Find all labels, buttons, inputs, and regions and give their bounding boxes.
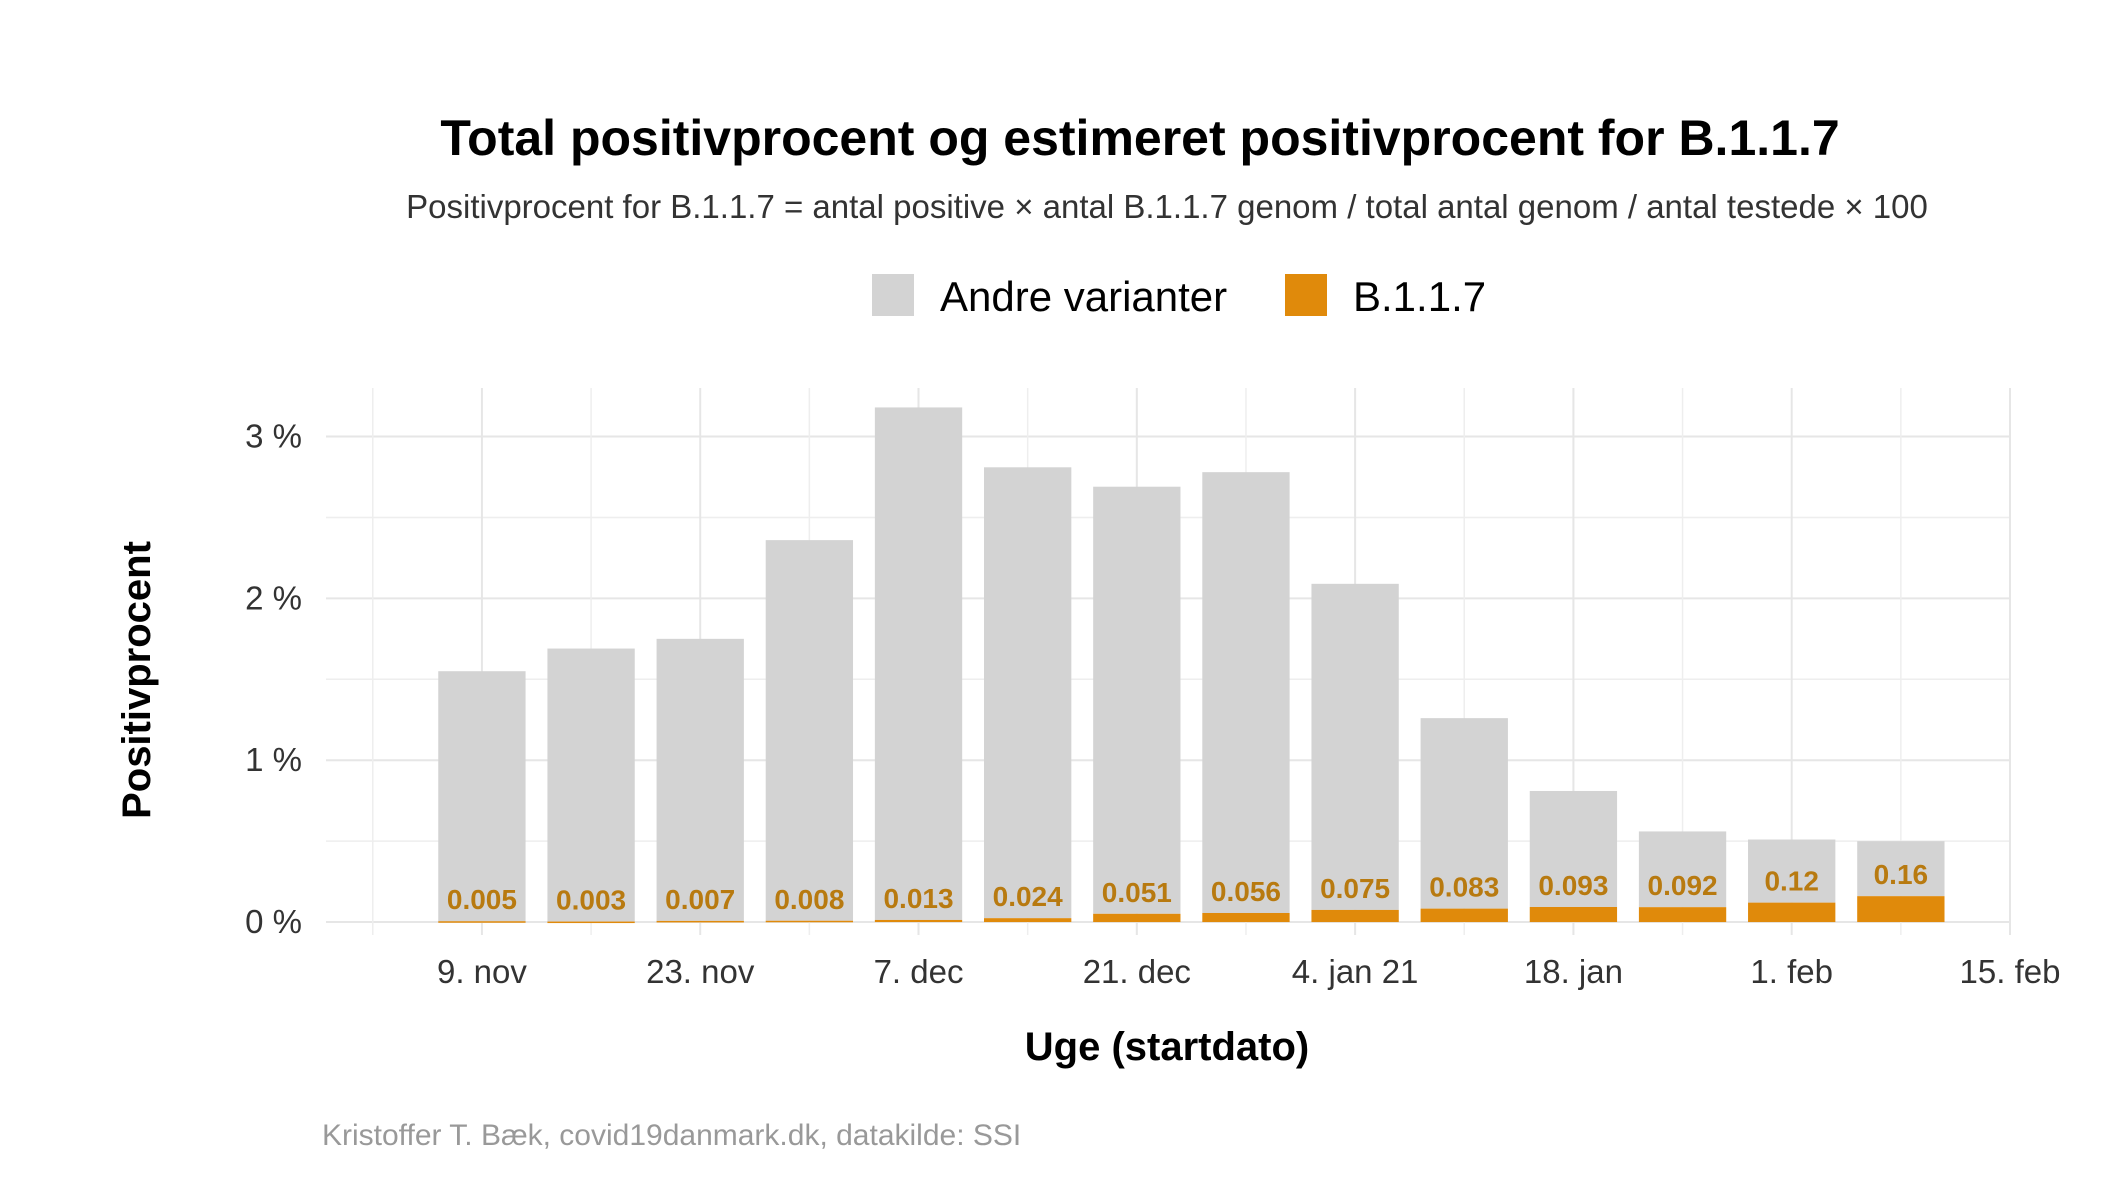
bar-b117: [1857, 896, 1945, 923]
b117-value-label: 0.007: [665, 884, 735, 915]
b117-value-label: 0.024: [993, 881, 1063, 912]
x-tick-label: 9. nov: [437, 953, 527, 990]
bar-b117: [1311, 909, 1399, 923]
bar-b117: [765, 920, 854, 923]
y-axis-title: Positivprocent: [115, 541, 159, 819]
y-tick-label: 1 %: [245, 741, 302, 778]
b117-value-label: 0.12: [1764, 866, 1819, 897]
bar-andre-varianter: [547, 648, 635, 922]
bar-andre-varianter: [1311, 583, 1399, 910]
x-tick-label: 1. feb: [1750, 953, 1833, 990]
b117-value-label: 0.003: [556, 885, 626, 916]
bar-b117: [1420, 908, 1508, 923]
b117-value-label: 0.075: [1320, 873, 1390, 904]
x-tick-label: 4. jan 21: [1292, 953, 1419, 990]
bar-b117: [1748, 902, 1836, 923]
bar-andre-varianter: [765, 540, 854, 921]
b117-value-label: 0.008: [774, 884, 844, 915]
legend: Andre varianter B.1.1.7: [872, 273, 1486, 320]
bar-andre-varianter: [874, 407, 963, 920]
bar-andre-varianter: [1857, 841, 1945, 897]
bar-b117: [438, 921, 526, 923]
x-tick-label: 7. dec: [874, 953, 964, 990]
y-tick-label: 3 %: [245, 418, 302, 455]
bar-b117: [1529, 907, 1618, 923]
chart-subtitle: Positivprocent for B.1.1.7 = antal posit…: [406, 188, 1928, 225]
x-tick-label: 23. nov: [646, 953, 755, 990]
bar-b117: [874, 919, 963, 923]
bar-andre-varianter: [438, 671, 526, 922]
b117-value-label: 0.092: [1648, 870, 1718, 901]
b117-value-label: 0.083: [1429, 872, 1499, 903]
b117-value-label: 0.16: [1874, 859, 1929, 890]
x-tick-label: 21. dec: [1083, 953, 1191, 990]
bar-andre-varianter: [656, 638, 744, 921]
bar-andre-varianter: [1420, 718, 1508, 909]
x-tick-label: 18. jan: [1524, 953, 1623, 990]
bar-b117: [1202, 912, 1290, 923]
bar-b117: [1638, 907, 1727, 923]
bar-b117: [1093, 913, 1181, 923]
bar-b117: [656, 920, 744, 923]
chart-caption: Kristoffer T. Bæk, covid19danmark.dk, da…: [322, 1119, 1021, 1152]
b117-value-label: 0.005: [447, 884, 517, 915]
legend-label: B.1.1.7: [1353, 273, 1486, 320]
bar-b117: [984, 918, 1072, 923]
bar-andre-varianter: [984, 467, 1072, 919]
b117-value-label: 0.056: [1211, 876, 1281, 907]
x-axis-title: Uge (startdato): [1025, 1025, 1309, 1069]
b117-value-label: 0.013: [883, 883, 953, 914]
legend-label: Andre varianter: [940, 273, 1227, 320]
b117-value-label: 0.051: [1102, 877, 1172, 908]
value-labels: 0.005 0.003 0.007 0.008 0.013 0.024 0.051 0.056…: [447, 859, 1928, 915]
bar-b117: [547, 921, 635, 924]
y-tick-label: 2 %: [245, 579, 302, 616]
bar-andre-varianter: [1638, 831, 1727, 908]
legend-swatch: [872, 274, 914, 316]
legend-swatch: [1285, 274, 1327, 316]
bar-andre-varianter: [1529, 790, 1618, 908]
bar-andre-varianter: [1093, 486, 1181, 914]
b117-value-label: 0.093: [1538, 870, 1608, 901]
bar-andre-varianter: [1202, 472, 1290, 913]
bar-andre-varianter: [1748, 839, 1836, 903]
chart-title: Total positivprocent og estimeret positi…: [440, 110, 1839, 166]
x-tick-label: 15. feb: [1960, 953, 2061, 990]
y-axis-ticks: 0 % 1 % 2 % 3 %: [245, 418, 302, 941]
y-tick-label: 0 %: [245, 903, 302, 940]
x-axis-ticks: 9. nov 23. nov 7. dec 21. dec 4. jan 21 18. j…: [437, 953, 2060, 990]
bars: [438, 407, 1945, 924]
